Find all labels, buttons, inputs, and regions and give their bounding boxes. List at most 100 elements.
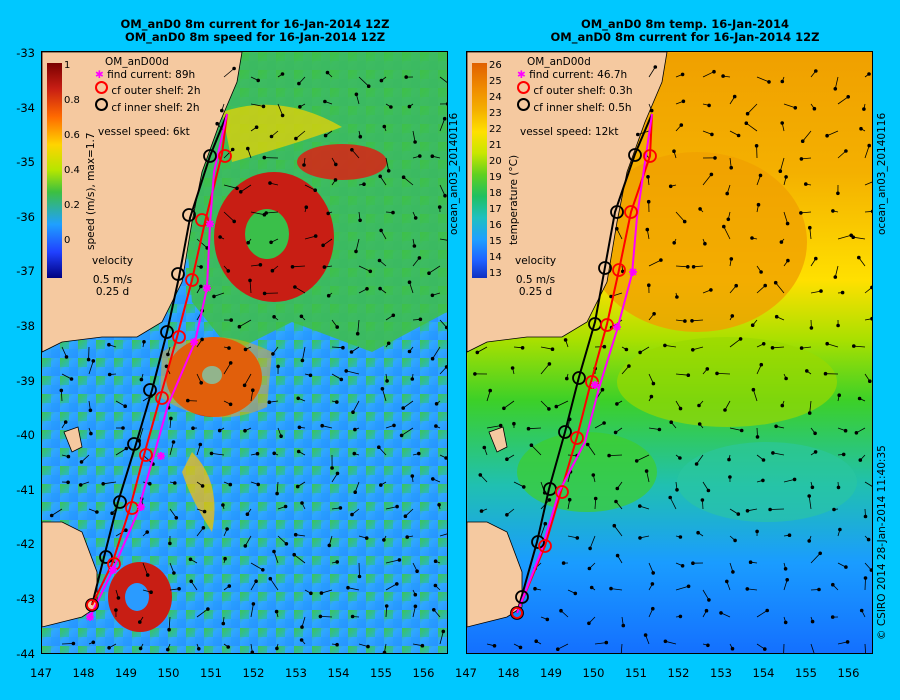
y-tick-label: -37 — [16, 264, 35, 279]
velocity-arrow-head — [239, 190, 243, 194]
velocity-arrow-head — [857, 396, 862, 401]
velocity-arrow-head — [505, 457, 509, 462]
velocity-arrow-head — [167, 627, 171, 632]
velocity-arrow-head — [339, 377, 344, 382]
velocity-arrow-head — [779, 240, 784, 244]
velocity-arrow — [61, 346, 67, 358]
velocity-arrow-head — [505, 512, 509, 517]
left-model-label: OM_anD00d — [105, 56, 169, 68]
velocity-arrow-head — [856, 255, 861, 260]
velocity-arrow — [244, 373, 252, 386]
velocity-arrow-head — [870, 316, 872, 321]
right-legend-outer-shelf: cf outer shelf: 0.3h — [517, 81, 633, 98]
velocity-arrow-head — [362, 182, 366, 187]
velocity-arrow-head — [690, 318, 694, 323]
right-colorbar — [472, 63, 487, 278]
velocity-arrow — [138, 427, 144, 441]
x-tick-label: 156 — [412, 666, 435, 680]
velocity-arrow — [756, 610, 768, 618]
velocity-arrow — [613, 525, 623, 537]
left-velocity-scale2: 0.25 d — [95, 286, 130, 298]
velocity-arrow-head — [172, 571, 176, 575]
velocity-arrow-head — [379, 228, 383, 233]
velocity-arrow-head — [272, 451, 277, 456]
velocity-arrow-head — [615, 226, 619, 231]
velocity-arrow-head — [401, 406, 406, 410]
velocity-arrow-head — [322, 265, 327, 269]
velocity-arrow-head — [784, 376, 788, 381]
velocity-arrow — [223, 149, 233, 159]
velocity-arrow-head — [678, 456, 682, 460]
velocity-arrow-head — [442, 116, 447, 121]
velocity-arrow-head — [823, 371, 828, 376]
velocity-arrow-head — [299, 314, 304, 319]
velocity-arrow-head — [691, 347, 695, 352]
colorbar-tick-label: 19 — [489, 172, 502, 183]
footer-note: © CSIRO 2014 28-Jan-2014 11:40:35 — [876, 445, 888, 640]
velocity-arrow-head — [819, 289, 823, 293]
velocity-arrow-head — [71, 641, 76, 646]
velocity-arrow-head — [148, 481, 152, 486]
velocity-arrow-head — [437, 502, 441, 507]
right-map-panel — [466, 51, 873, 654]
velocity-arrow-head — [543, 521, 548, 526]
velocity-arrow-head — [774, 314, 779, 319]
velocity-arrow-head — [736, 133, 741, 138]
velocity-arrow-head — [357, 574, 362, 579]
right-velocity-scale1: 0.5 m/s — [515, 273, 556, 286]
velocity-arrow-head — [378, 483, 383, 487]
velocity-arrow-head — [353, 490, 358, 495]
velocity-arrow-head — [529, 443, 534, 448]
velocity-arrow-head — [171, 440, 176, 444]
velocity-arrow — [540, 346, 553, 350]
velocity-arrow-head — [696, 530, 700, 535]
velocity-arrow — [358, 76, 369, 87]
y-tick-label: -33 — [16, 46, 35, 60]
left-track-inner-shelf — [91, 113, 228, 606]
velocity-arrow-head — [300, 501, 304, 505]
velocity-arrow-head — [745, 508, 750, 513]
velocity-arrow-head — [649, 394, 654, 399]
velocity-arrow-head — [697, 422, 702, 426]
velocity-arrow — [665, 640, 677, 645]
velocity-arrow-head — [271, 352, 275, 356]
velocity-arrow-head — [107, 372, 112, 377]
velocity-arrow-head — [166, 352, 170, 357]
velocity-arrow-head — [675, 295, 679, 299]
velocity-arrow-head — [377, 258, 382, 263]
velocity-arrow-head — [202, 509, 207, 514]
velocity-arrow-head — [534, 639, 538, 643]
velocity-arrow-head — [813, 69, 818, 73]
velocity-arrow — [239, 319, 252, 328]
velocity-arrow-head — [646, 175, 650, 179]
velocity-arrow-head — [678, 614, 683, 619]
velocity-arrow-head — [298, 104, 302, 109]
left-legend-outer-shelf: cf outer shelf: 2h — [95, 81, 201, 98]
velocity-arrow-head — [709, 288, 713, 292]
velocity-arrow-head — [638, 504, 642, 508]
velocity-arrow-head — [678, 406, 683, 411]
velocity-arrow-head — [295, 484, 300, 489]
velocity-arrow-head — [226, 269, 231, 273]
velocity-arrow-head — [326, 293, 331, 298]
velocity-arrow — [358, 265, 371, 272]
velocity-arrow-head — [521, 485, 526, 489]
velocity-arrow — [864, 481, 872, 487]
velocity-arrow-head — [262, 155, 267, 160]
velocity-arrow-head — [615, 402, 619, 406]
velocity-arrow — [756, 285, 766, 294]
velocity-arrow-head — [602, 421, 606, 425]
velocity-arrow-head — [759, 270, 763, 274]
velocity-arrow-head — [745, 587, 750, 591]
velocity-arrow-head — [652, 311, 656, 316]
velocity-arrow-head — [731, 570, 735, 574]
velocity-arrow-head — [365, 287, 369, 291]
velocity-arrow — [211, 453, 225, 456]
velocity-arrow-head — [567, 497, 572, 502]
colorbar-tick-label: 22 — [489, 124, 502, 135]
velocity-arrow-head — [420, 643, 425, 648]
velocity-arrow-head — [807, 411, 812, 415]
y-tick-label: -39 — [16, 373, 35, 388]
velocity-arrow-head — [761, 341, 766, 346]
velocity-arrow — [636, 454, 650, 462]
